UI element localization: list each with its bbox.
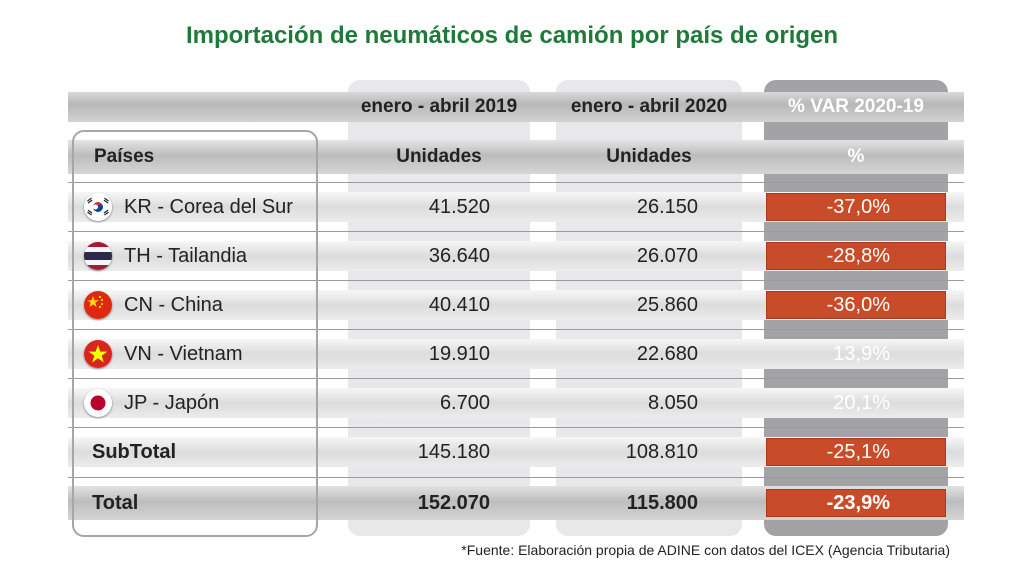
- value-2019: 19.910: [428, 343, 490, 365]
- row-band: [68, 339, 964, 369]
- total-var: -23,9%: [826, 492, 890, 514]
- header-2019: enero - abril 2019: [360, 96, 518, 117]
- subtotal-2019: 145.180: [417, 441, 490, 463]
- subtotal-label: SubTotal: [92, 441, 177, 463]
- value-var: -36,0%: [826, 294, 890, 316]
- units-var: %: [847, 146, 865, 167]
- value-var: -37,0%: [826, 196, 890, 218]
- row-divider: [68, 427, 964, 428]
- total-2019: 152.070: [417, 492, 490, 514]
- subtotal-2020: 108.810: [625, 441, 698, 463]
- negative-cell-bg: [766, 242, 946, 270]
- negative-cell-bg: [766, 489, 946, 517]
- value-2020: 8.050: [647, 392, 698, 414]
- row-divider: [68, 280, 964, 281]
- header-band: [68, 92, 964, 122]
- value-2019: 41.520: [428, 196, 490, 218]
- value-2020: 26.150: [636, 196, 698, 218]
- row-divider: [68, 477, 964, 478]
- header-paises: Países: [94, 146, 155, 167]
- negative-cell-bg: [766, 193, 946, 221]
- page-title: Importación de neumáticos de camión por …: [185, 22, 839, 49]
- country-column-outline: [72, 130, 318, 537]
- negative-cell-bg: [766, 291, 946, 319]
- row-divider: [68, 329, 964, 330]
- header-var: % VAR 2020-19: [788, 96, 924, 117]
- country-label: JP - Japón: [124, 392, 220, 414]
- south-korea-flag-icon: [84, 193, 112, 221]
- vietnam-flag-icon: [84, 340, 112, 368]
- value-2020: 22.680: [636, 343, 698, 365]
- china-flag-icon: [84, 291, 112, 319]
- value-2020: 25.860: [636, 294, 698, 316]
- row-divider: [68, 182, 964, 183]
- row-divider: [68, 378, 964, 379]
- units-band: [68, 140, 964, 174]
- country-label: CN - China: [124, 294, 223, 316]
- japan-flag-icon: [84, 389, 112, 417]
- value-2020: 26.070: [636, 245, 698, 267]
- units-2020: Unidades: [606, 146, 692, 167]
- value-2019: 6.700: [439, 392, 490, 414]
- header-2020: enero - abril 2020: [570, 96, 728, 117]
- row-band: [68, 388, 964, 418]
- value-2019: 40.410: [428, 294, 490, 316]
- units-2019: Unidades: [396, 146, 482, 167]
- total-label: Total: [92, 492, 139, 514]
- negative-cell-bg: [766, 438, 946, 466]
- thailand-flag-icon: [84, 242, 112, 270]
- country-label: KR - Corea del Sur: [124, 196, 293, 218]
- country-label: VN - Vietnam: [124, 343, 243, 365]
- country-label: TH - Tailandia: [124, 245, 248, 267]
- total-2020: 115.800: [626, 492, 698, 514]
- value-var: 13,9%: [833, 343, 890, 365]
- subtotal-var: -25,1%: [826, 441, 890, 463]
- value-var: -28,8%: [826, 245, 890, 267]
- value-var: 20,1%: [833, 392, 890, 414]
- source-footnote: *Fuente: Elaboración propia de ADINE con…: [461, 542, 950, 558]
- row-divider: [68, 231, 964, 232]
- value-2019: 36.640: [428, 245, 490, 267]
